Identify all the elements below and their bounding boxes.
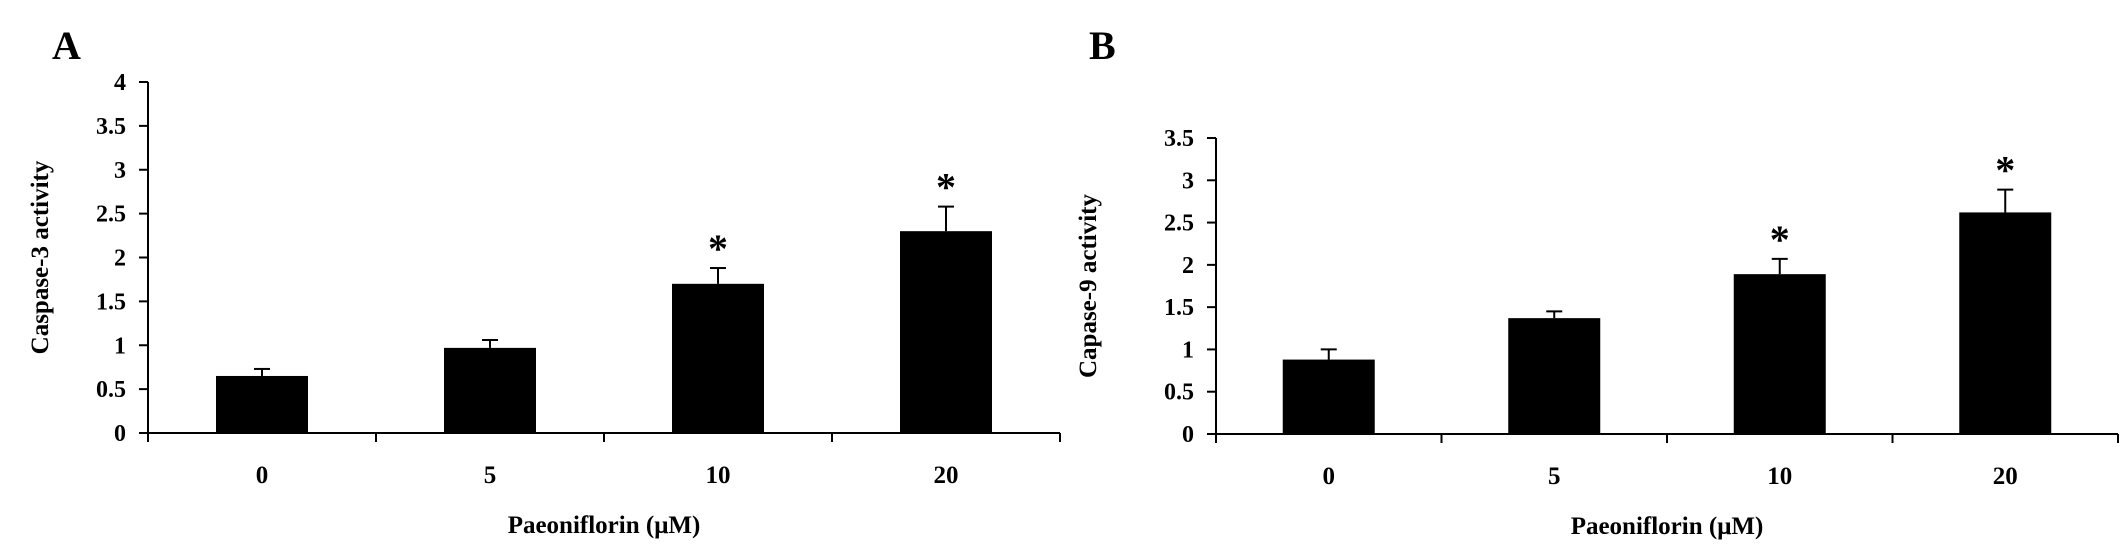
significance-marker: * [708, 226, 728, 271]
bar [672, 283, 764, 433]
chart-panel-b: B 0 0.5 1 1.5 2 2.5 3 3.5 0 5 10 * 20 * Paeoniflorin (… [1063, 0, 2126, 558]
y-tick-label: 3 [114, 158, 126, 184]
x-tick-label: 5 [484, 462, 497, 489]
x-tick-label: 10 [1767, 463, 1792, 490]
bar [1282, 359, 1375, 434]
bar [1508, 318, 1601, 434]
x-axis-title: Paeoniflorin (μM) [1571, 513, 1764, 540]
significance-marker: * [1770, 217, 1790, 262]
y-axis-title: Capase-9 activity [1075, 194, 1102, 378]
y-tick-label: 2.5 [1164, 211, 1194, 237]
panel-label: A [52, 23, 81, 68]
y-tick-label: 1.5 [1164, 295, 1194, 321]
x-tick-label: 5 [1548, 463, 1561, 490]
y-tick-label: 1.5 [96, 289, 126, 315]
chart-a-plot: 0 0.5 1 1.5 2 2.5 3 3.5 4 0 5 10 * 20 * Paeoniflorin (μ… [27, 70, 1061, 539]
y-tick-label: 3.5 [96, 114, 126, 140]
bar [1733, 274, 1826, 434]
y-tick-label: 1 [1182, 337, 1194, 363]
x-tick-label: 0 [256, 462, 269, 489]
y-tick-label: 0.5 [1164, 380, 1194, 406]
y-tick-label: 2 [114, 246, 126, 272]
y-axis-title: Caspase-3 activity [27, 160, 54, 354]
y-tick-label: 1 [114, 333, 126, 359]
y-tick-label: 0.5 [96, 377, 126, 403]
y-tick-label: 0 [114, 421, 126, 447]
y-tick-label: 3 [1182, 168, 1194, 194]
x-tick-label: 20 [1993, 463, 2018, 490]
bar [444, 347, 536, 433]
x-axis-title: Paeoniflorin (μM) [508, 512, 701, 539]
y-tick-label: 4 [114, 70, 126, 96]
bar [1959, 212, 2052, 434]
y-tick-label: 2 [1182, 253, 1194, 279]
chart-panel-a: A 0 0.5 1 1.5 2 2.5 3 3.5 4 0 5 10 * 20 * Paeoniflorin … [27, 23, 1061, 539]
chart-b-plot: 0 0.5 1 1.5 2 2.5 3 3.5 0 5 10 * 20 * Paeoniflorin (μM… [1075, 126, 2119, 540]
y-tick-label: 0 [1182, 422, 1194, 448]
x-tick-label: 0 [1323, 463, 1336, 490]
y-tick-label: 2.5 [96, 202, 126, 228]
y-tick-label: 3.5 [1164, 126, 1194, 152]
bar [900, 231, 992, 433]
panel-label: B [1089, 23, 1116, 68]
significance-marker: * [936, 165, 956, 210]
bar [216, 375, 308, 433]
significance-marker: * [1995, 148, 2015, 193]
x-tick-label: 20 [934, 462, 959, 489]
x-tick-label: 10 [706, 462, 731, 489]
